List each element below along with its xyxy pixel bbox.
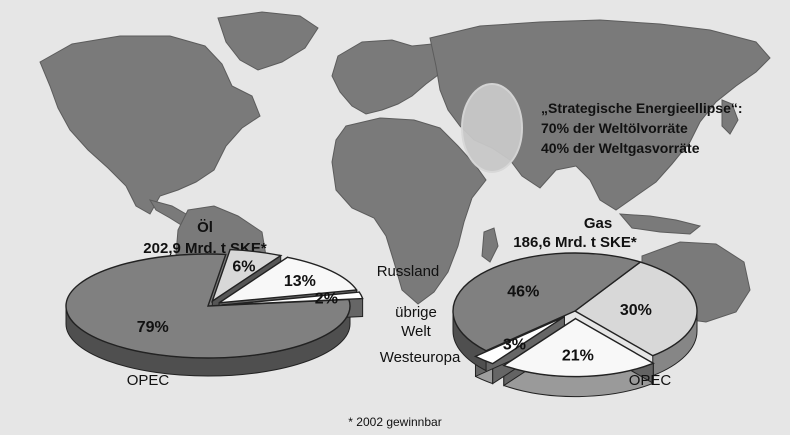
ellipse-note-line1: „Strategische Energieellipse“: — [541, 100, 743, 116]
map-indonesia — [618, 213, 702, 235]
map-greenland — [217, 11, 319, 71]
strategic-energy-ellipse — [461, 83, 523, 173]
legend-label-westeuropa: Westeuropa — [380, 349, 461, 366]
oil-slice-westeuropa — [221, 291, 364, 306]
oil-slice-opec — [65, 253, 351, 359]
ellipse-note-line3: 40% der Weltgasvorräte — [541, 140, 700, 156]
gas-slice-westeuropa — [473, 316, 565, 365]
gas-slice-uebrige-welt — [502, 317, 655, 378]
oil-opec-label: OPEC — [127, 372, 170, 389]
gas-value-label-uebrige-welt: 21% — [562, 348, 594, 365]
map-europe — [331, 39, 451, 115]
ellipse-note-line2: 70% der Weltölvorräte — [541, 120, 688, 136]
oil-value-label-russland: 6% — [232, 259, 255, 276]
map-japan — [721, 99, 739, 135]
gas-slice-russland — [573, 261, 698, 357]
gas-opec-label: OPEC — [629, 372, 672, 389]
gas-value-label-opec: 46% — [507, 284, 539, 301]
map-north-america — [39, 35, 261, 215]
footnote: * 2002 gewinnbar — [348, 415, 441, 429]
oil-pie: 79% 6% 13%2% — [65, 248, 364, 377]
map-africa — [331, 117, 487, 305]
gas-slice-opec — [452, 252, 642, 352]
oil-pie-title: Öl — [197, 219, 213, 236]
gas-pie: 30% 21% 3% 46% — [452, 252, 698, 398]
legend-label-welt: Welt — [401, 323, 432, 340]
map-madagascar — [481, 227, 499, 263]
oil-value-label-uebrige-welt: 13% — [284, 273, 316, 290]
gas-value-label-westeuropa: 3% — [503, 337, 526, 354]
gas-pie-title: Gas — [584, 215, 612, 232]
gas-value-label-russland: 30% — [620, 302, 652, 319]
oil-slice-uebrige-welt — [218, 256, 358, 304]
legend-label-uebrige: übrige — [395, 304, 437, 321]
oil-value-label-westeuropa: 2% — [315, 291, 338, 308]
gas-pie-subtitle: 186,6 Mrd. t SKE* — [513, 234, 637, 251]
legend-label-russland: Russland — [377, 263, 440, 280]
oil-slice-russland — [210, 248, 283, 303]
oil-value-label-opec: 79% — [137, 319, 169, 336]
